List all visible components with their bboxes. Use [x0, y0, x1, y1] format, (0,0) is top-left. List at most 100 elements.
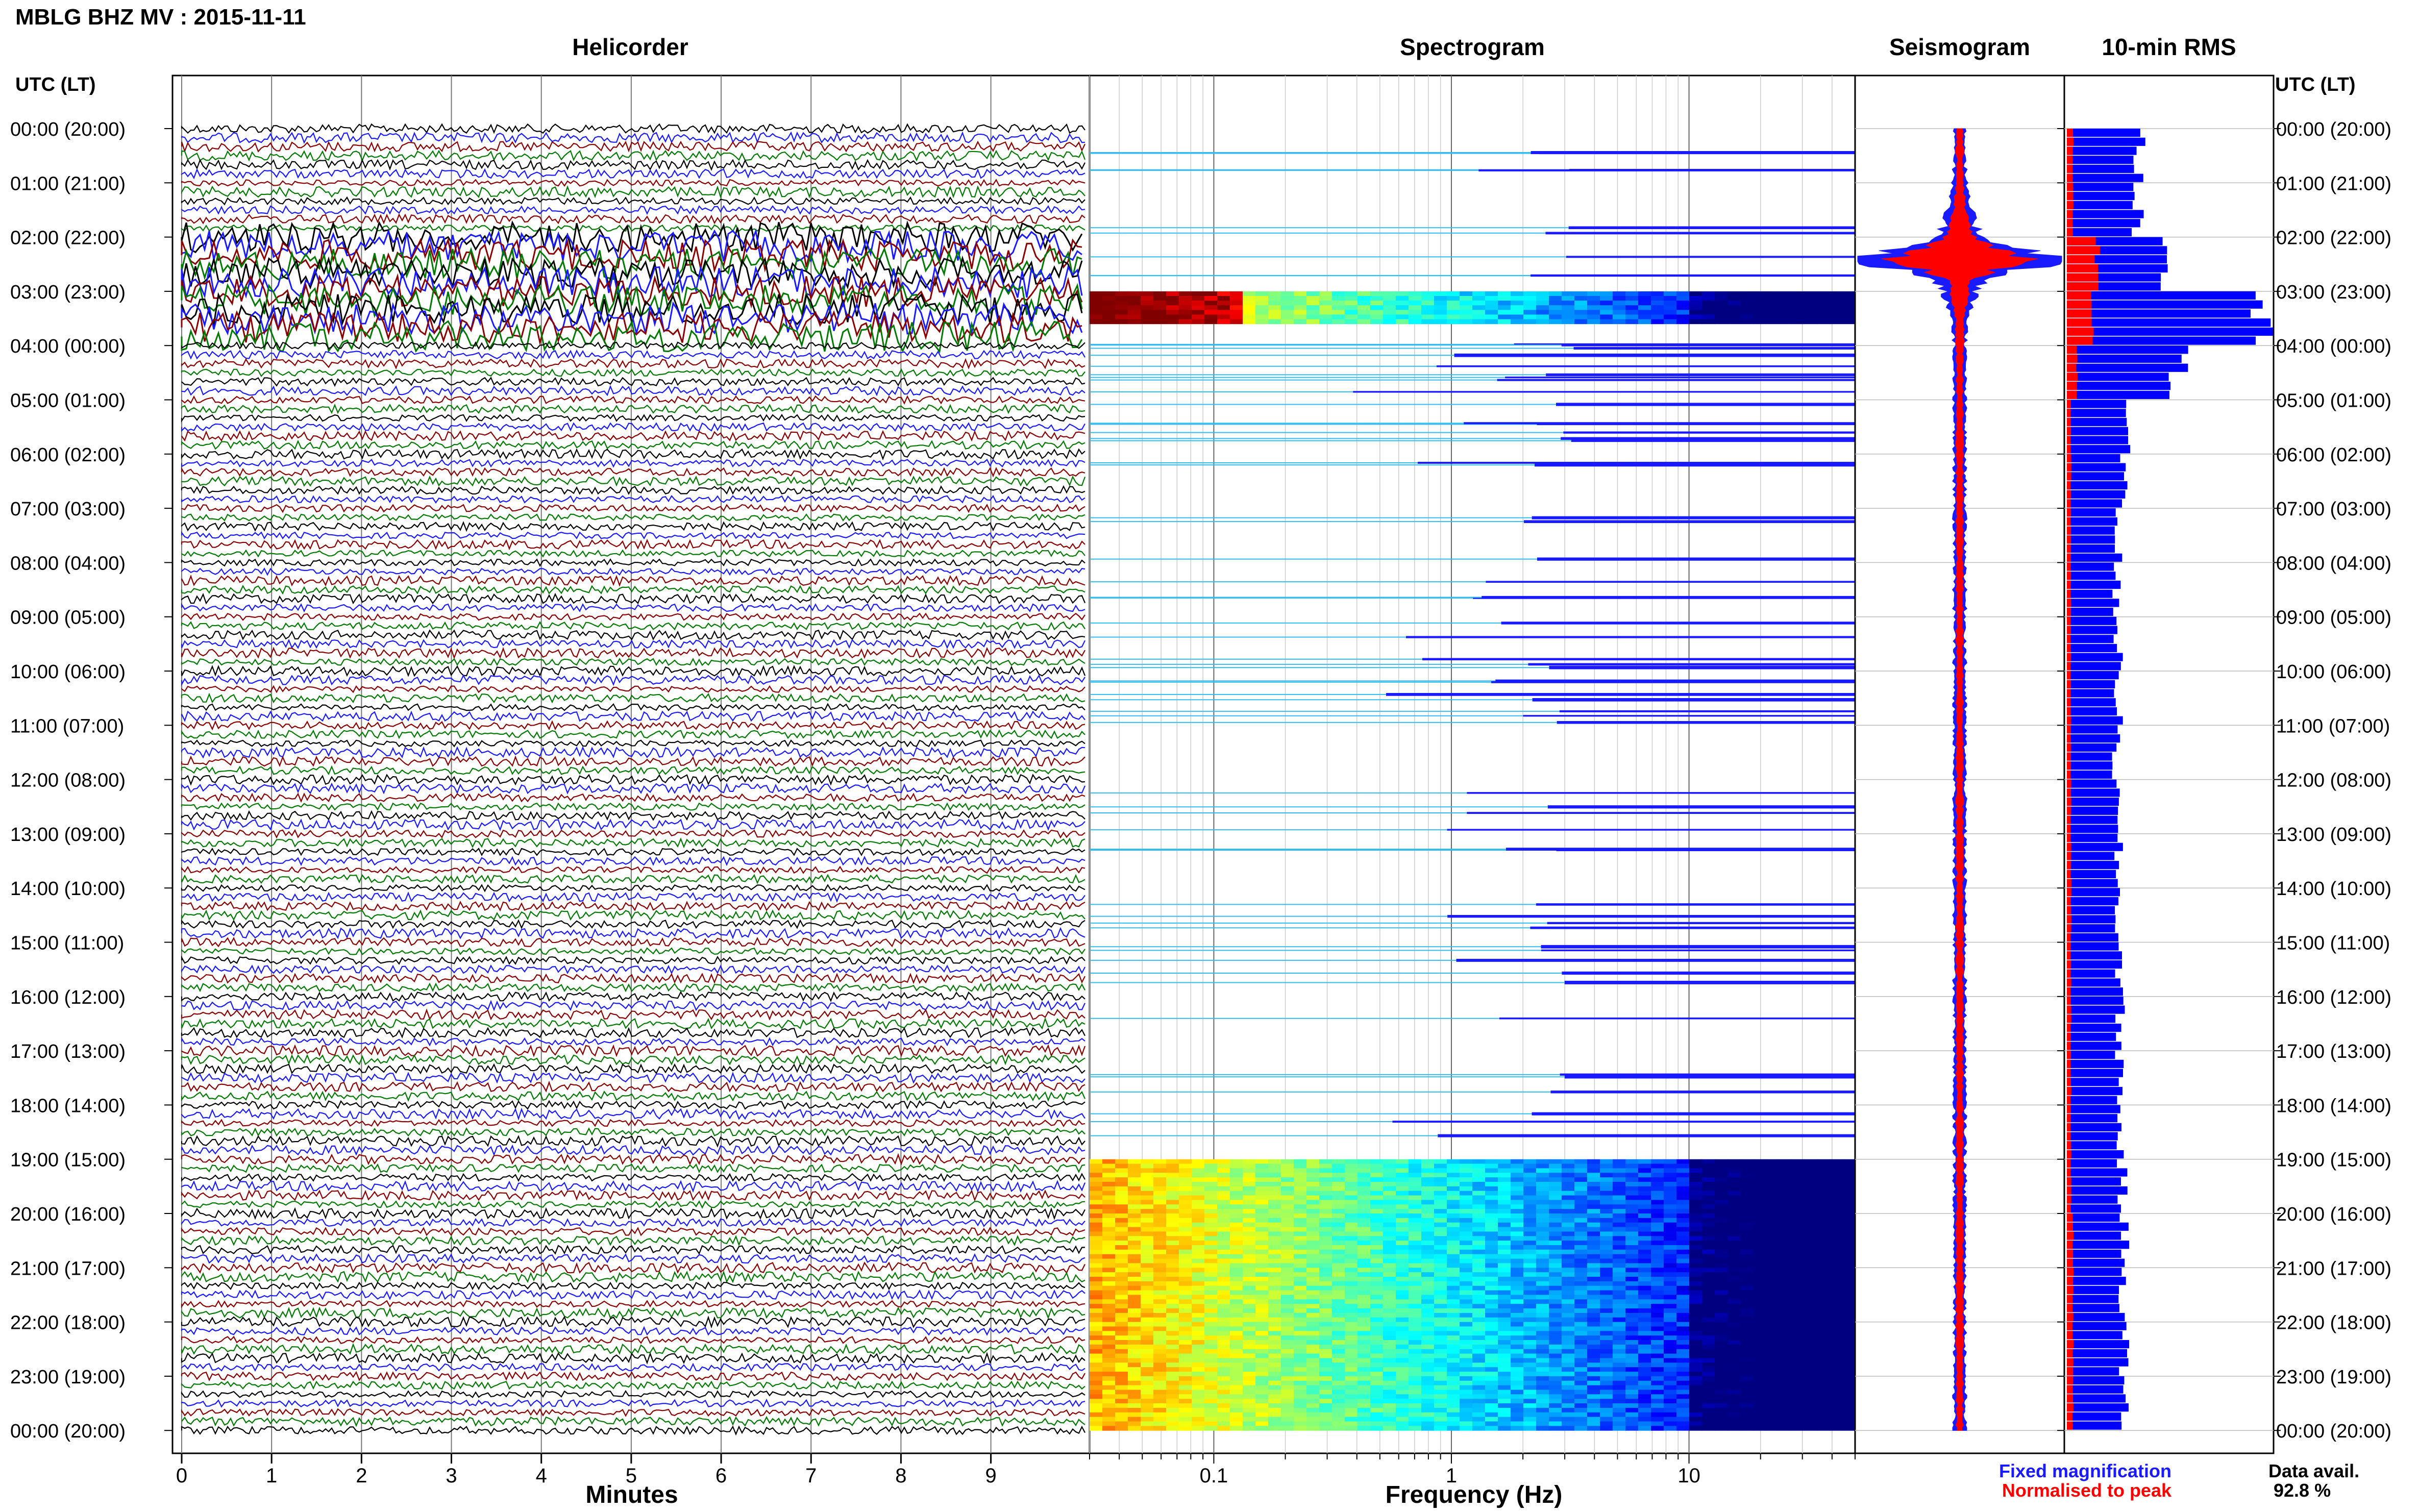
spectrogram-continuous-block [1766, 1222, 1779, 1228]
spectrogram-continuous-block [1255, 1236, 1269, 1241]
spectrogram-continuous-block [1230, 1412, 1243, 1418]
spectrogram-continuous-block [1102, 1168, 1116, 1173]
spectrogram-continuous-block [1306, 1258, 1320, 1263]
spectrogram-continuous-block [1562, 1317, 1575, 1323]
spectrogram-continuous-block [1447, 1367, 1460, 1372]
spectrogram-continuous-block [1804, 1204, 1817, 1209]
spectrogram-continuous-block [1791, 1417, 1805, 1422]
spectrogram-continuous-block [1830, 1317, 1843, 1323]
spectrogram-continuous-block [1511, 1380, 1524, 1386]
spectrogram-continuous-block [1676, 1335, 1690, 1341]
spectrogram-continuous-block [1779, 1159, 1792, 1164]
spectrogram-energy-band [1702, 301, 1715, 306]
spectrogram-continuous-block [1128, 1285, 1141, 1291]
spectrogram-continuous-block [1281, 1177, 1294, 1182]
spectrogram-continuous-block [1115, 1263, 1128, 1268]
spectrogram-continuous-block [1536, 1281, 1549, 1286]
spectrogram-energy-band [1779, 314, 1792, 320]
spectrogram-continuous-block [1842, 1340, 1856, 1345]
spectrogram-continuous-block [1217, 1213, 1230, 1219]
spectrogram-continuous-block [1434, 1263, 1447, 1268]
spectrogram-continuous-block [1549, 1236, 1562, 1241]
spectrogram-continuous-block [1625, 1390, 1639, 1395]
spectrogram-energy-band [1332, 291, 1345, 296]
spectrogram-continuous-block [1587, 1159, 1600, 1164]
spectrogram-continuous-block [1192, 1322, 1205, 1327]
spectrogram-continuous-block [1651, 1163, 1664, 1169]
rms-fixed-bar [2067, 1059, 2124, 1069]
spectrogram-continuous-block [1766, 1376, 1779, 1381]
spectrogram-continuous-block [1549, 1241, 1562, 1246]
spectrogram-continuous-block [1523, 1290, 1537, 1295]
spectrogram-continuous-block [1383, 1281, 1396, 1286]
spectrogram-continuous-block [1179, 1222, 1192, 1228]
spectrogram-continuous-block [1740, 1231, 1754, 1236]
spectrogram-continuous-block [1498, 1426, 1511, 1431]
spectrogram-energy-band [1549, 291, 1562, 296]
helicorder-xtick-label: 8 [895, 1465, 906, 1487]
spectrogram-continuous-block [1804, 1159, 1817, 1164]
spectrogram-energy-band [1485, 301, 1498, 306]
spectrogram-continuous-block [1166, 1285, 1179, 1291]
spectrogram-continuous-block [1600, 1222, 1613, 1228]
spectrogram-continuous-block [1409, 1407, 1422, 1413]
spectrogram-continuous-block [1306, 1353, 1320, 1358]
spectrogram-continuous-block [1715, 1340, 1728, 1345]
spectrogram-continuous-block [1498, 1204, 1511, 1209]
spectrogram-continuous-block [1332, 1231, 1345, 1236]
spectrogram-continuous-block [1115, 1385, 1128, 1390]
spectrogram-continuous-block [1319, 1412, 1332, 1418]
spectrogram-continuous-block [1830, 1335, 1843, 1341]
spectrogram-energy-band [1804, 319, 1817, 325]
spectrogram-continuous-block [1549, 1281, 1562, 1286]
spectrogram-energy-band [1255, 296, 1269, 301]
spectrogram-continuous-block [1357, 1326, 1371, 1331]
spectrogram-energy-band [1192, 319, 1205, 325]
spectrogram-continuous-block [1562, 1407, 1575, 1413]
spectrogram-continuous-block [1421, 1353, 1435, 1358]
spectrogram-continuous-block [1587, 1173, 1600, 1178]
spectrogram-energy-band [1702, 310, 1715, 315]
spectrogram-continuous-block [1306, 1254, 1320, 1259]
helicorder-trace [181, 990, 1085, 1003]
spectrogram-continuous-block [1204, 1290, 1218, 1295]
spectrogram-continuous-block [1383, 1195, 1396, 1200]
seismogram-title: Seismogram [1889, 34, 2030, 60]
spectrogram-continuous-block [1715, 1376, 1728, 1381]
spectrogram-continuous-block [1204, 1254, 1218, 1259]
time-label-left: 19:00 (15:00) [10, 1150, 126, 1171]
spectrogram-continuous-block [1357, 1390, 1371, 1395]
spectrogram-continuous-block [1830, 1312, 1843, 1318]
spectrogram-continuous-block [1715, 1168, 1728, 1173]
spectrogram-continuous-block [1587, 1358, 1600, 1363]
spectrogram-energy-band [1090, 291, 1103, 296]
seismogram-panel [1854, 75, 2065, 1454]
spectrogram-continuous-block [1460, 1367, 1473, 1372]
helicorder-trace [181, 377, 1085, 387]
rms-fixed-bar [2067, 1159, 2117, 1168]
spectrogram-continuous-block [1625, 1421, 1639, 1426]
helicorder-trace [181, 1180, 1086, 1193]
spectrogram-continuous-block [1409, 1317, 1422, 1323]
spectrogram-continuous-block [1409, 1412, 1422, 1418]
spectrogram-continuous-block [1319, 1358, 1332, 1363]
utc-label-left: UTC (LT) [15, 74, 96, 95]
spectrogram-continuous-block [1115, 1191, 1128, 1196]
spectrogram-continuous-block [1409, 1290, 1422, 1295]
spectrogram-continuous-block [1370, 1353, 1384, 1358]
spectrogram-continuous-block [1600, 1218, 1613, 1223]
spectrogram-continuous-block [1574, 1353, 1588, 1358]
spectrogram-continuous-block [1319, 1344, 1332, 1350]
spectrogram-continuous-block [1536, 1407, 1549, 1413]
spectrogram-continuous-block [1485, 1168, 1498, 1173]
spectrogram-continuous-block [1294, 1362, 1307, 1368]
spectrogram-continuous-block [1574, 1277, 1588, 1282]
spectrogram-continuous-block [1115, 1304, 1128, 1309]
spectrogram-continuous-block [1460, 1204, 1473, 1209]
spectrogram-continuous-block [1345, 1163, 1358, 1169]
spectrogram-continuous-block [1727, 1349, 1741, 1354]
spectrogram-continuous-block [1217, 1390, 1230, 1395]
spectrogram-continuous-block [1460, 1241, 1473, 1246]
spectrogram-continuous-block [1830, 1353, 1843, 1358]
spectrogram-continuous-block [1779, 1426, 1792, 1431]
